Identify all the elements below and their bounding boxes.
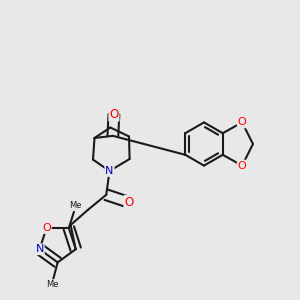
Text: O: O — [42, 223, 51, 233]
Text: N: N — [105, 166, 114, 176]
Text: O: O — [124, 196, 134, 209]
Text: Me: Me — [69, 202, 82, 211]
Text: N: N — [35, 244, 44, 254]
Text: O: O — [238, 160, 247, 171]
Text: O: O — [109, 108, 119, 121]
Text: O: O — [238, 117, 247, 128]
Text: Me: Me — [46, 280, 58, 289]
